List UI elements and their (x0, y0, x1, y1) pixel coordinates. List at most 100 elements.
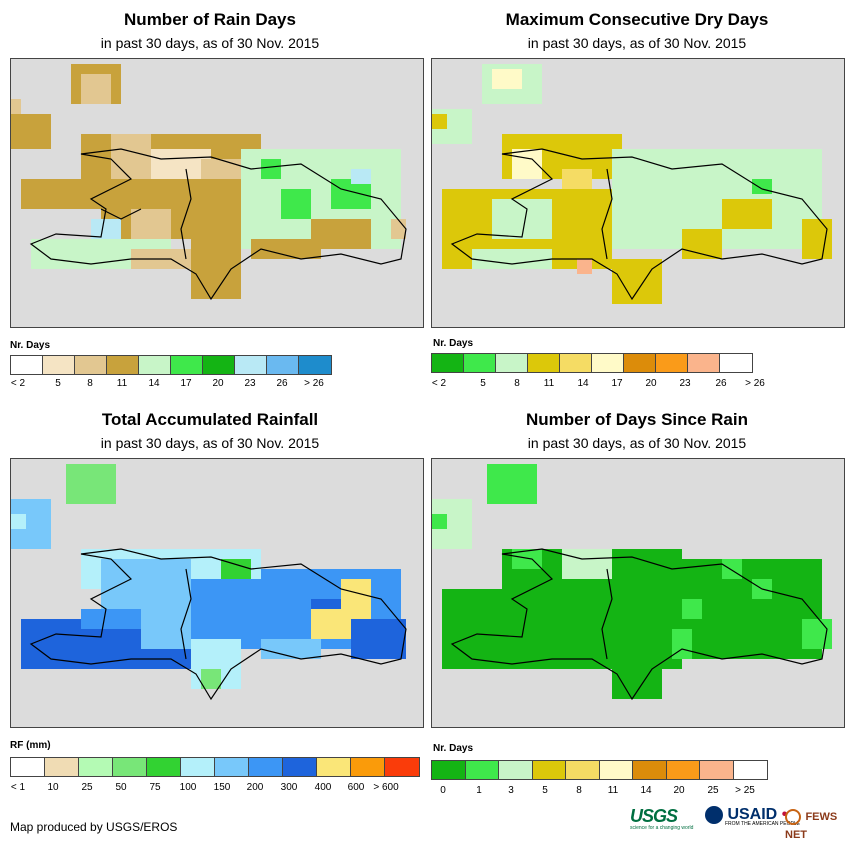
legend-ticks: < 1 10 25 50 75 100 150 200 300 400 600 … (10, 782, 420, 794)
legend-swatch (465, 761, 499, 779)
legend-color-bar (431, 760, 768, 780)
legend-tick: 8 (514, 378, 520, 389)
map-rain-days (10, 58, 424, 328)
legend-swatch (432, 354, 464, 372)
legend-swatch (11, 356, 43, 374)
legend-tick: 23 (679, 378, 691, 389)
legend-swatch (566, 761, 600, 779)
legend-tick: 14 (640, 785, 652, 796)
legend-swatch (720, 354, 752, 372)
legend-tick: 17 (180, 378, 192, 389)
usgs-logo: USGS science for a changing world (630, 806, 693, 831)
legend-title: Nr. Days (433, 338, 474, 349)
legend-tick: > 600 (373, 782, 399, 793)
legend-swatch (181, 758, 215, 776)
legend-swatch (464, 354, 496, 372)
legend-tick: 5 (480, 378, 486, 389)
legend-swatch (79, 758, 113, 776)
panel-title: Number of Rain Days (124, 10, 296, 29)
map-raster (432, 464, 832, 701)
legend-swatch (700, 761, 734, 779)
legend-swatch (107, 356, 139, 374)
legend-swatch (560, 354, 592, 372)
grid-cells (11, 64, 406, 299)
logos: USGS science for a changing world USAID … (630, 806, 845, 841)
legend-tick: 25 (707, 785, 719, 796)
usaid-seal-icon (705, 806, 723, 824)
map-raster (432, 64, 832, 304)
legend-tick: 14 (577, 378, 589, 389)
panel-title: Number of Days Since Rain (525, 410, 748, 429)
grid-cells (432, 464, 832, 699)
usaid-logo-text: USAID (727, 806, 778, 823)
usaid-tagline: FROM THE AMERICAN PEOPLE (725, 821, 800, 828)
legend-title: Nr. Days (10, 340, 51, 351)
usaid-logo: USAID • FROM THE AMERICAN PEOPLE (705, 806, 800, 827)
legend-tick: 150 (213, 782, 231, 793)
map-days-since-rain (431, 458, 845, 728)
legend-tick: 3 (508, 785, 514, 796)
legend-swatch (139, 356, 171, 374)
panel-subtitle: in past 30 days, as of 30 Nov. 2015 (100, 435, 320, 451)
legend-swatch (299, 356, 331, 374)
legend-tick: 26 (276, 378, 288, 389)
credit-text: Map produced by USGS/EROS (10, 820, 178, 834)
legend-swatch (633, 761, 667, 779)
legend-tick: 26 (715, 378, 727, 389)
fews-logo-text: FEWS NET (785, 810, 838, 841)
legend-swatch (592, 354, 624, 372)
legend-tick: 600 (347, 782, 365, 793)
legend-swatch (235, 356, 267, 374)
legend-swatch (43, 356, 75, 374)
map-total-rainfall (10, 458, 424, 728)
legend-tick: 300 (280, 782, 298, 793)
panel-title: Maximum Consecutive Dry Days (505, 10, 769, 29)
legend-swatch (147, 758, 181, 776)
legend-swatch (351, 758, 385, 776)
country-borders (29, 148, 407, 301)
legend-tick: 25 (81, 782, 93, 793)
legend-tick: 100 (179, 782, 197, 793)
legend-swatch (532, 761, 566, 779)
legend-title: Nr. Days (433, 743, 474, 754)
legend-swatch (113, 758, 147, 776)
legend-tick: > 26 (745, 378, 765, 389)
legend-tick: 14 (148, 378, 160, 389)
legend-swatch (385, 758, 419, 776)
legend-tick: < 2 (10, 378, 26, 389)
legend-ticks: 0 1 3 5 8 11 14 20 25 > 25 (431, 785, 771, 797)
legend-tick: 75 (149, 782, 161, 793)
usaid-swoosh-icon: • (781, 806, 788, 823)
panel-subtitle: in past 30 days, as of 30 Nov. 2015 (527, 35, 747, 51)
legend-color-bar (10, 757, 420, 777)
panel-rain-days: Number of Rain Days in past 30 days, as … (0, 0, 424, 400)
country-borders (450, 548, 828, 701)
legend-swatch (45, 758, 79, 776)
legend-swatch (528, 354, 560, 372)
legend-tick: > 25 (735, 785, 755, 796)
legend-tick: 8 (87, 378, 93, 389)
legend-tick: 20 (645, 378, 657, 389)
legend-tick: < 1 (10, 782, 26, 793)
legend-tick: 20 (212, 378, 224, 389)
grid-cells (11, 464, 406, 689)
legend-swatch (215, 758, 249, 776)
legend-swatch (499, 761, 533, 779)
legend-tick: 17 (611, 378, 623, 389)
legend-swatch (267, 356, 299, 374)
legend-tick: 200 (246, 782, 264, 793)
legend-ticks: < 2 5 8 11 14 17 20 23 26 > 26 (431, 378, 771, 390)
legend-tick: 23 (244, 378, 256, 389)
map-raster (11, 64, 407, 301)
map-raster (11, 464, 407, 701)
legend-tick: 11 (116, 378, 128, 389)
grid-cells (432, 64, 832, 304)
legend-swatch (496, 354, 528, 372)
legend-tick: 10 (47, 782, 59, 793)
panel-total-rainfall: Total Accumulated Rainfall in past 30 da… (0, 400, 424, 800)
legend-tick: < 2 (431, 378, 447, 389)
legend-swatch (317, 758, 351, 776)
legend-swatch (203, 356, 235, 374)
legend-swatch (432, 761, 466, 779)
legend-tick: 50 (115, 782, 127, 793)
